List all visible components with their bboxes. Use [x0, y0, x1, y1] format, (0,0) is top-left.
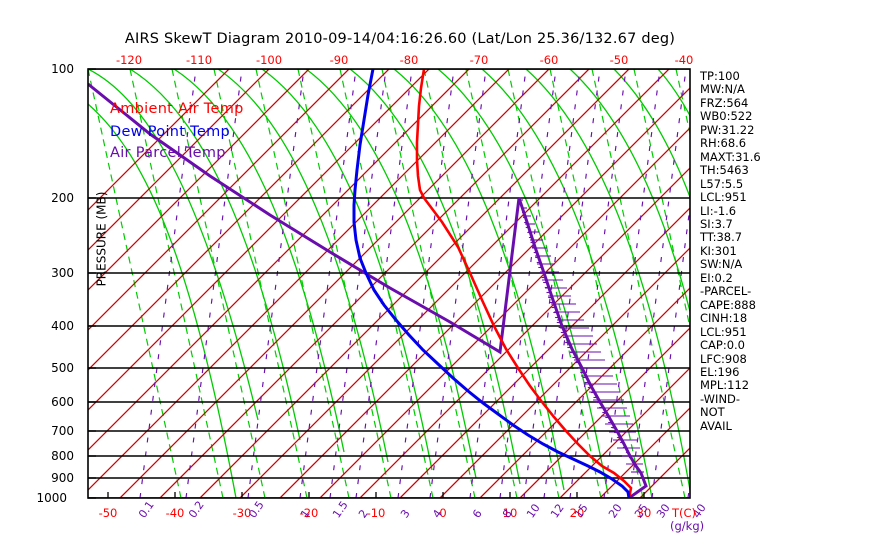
top-temp-tick--50: -50	[609, 53, 629, 67]
legend-dew-point-temp: Dew Point Temp	[110, 124, 231, 140]
parcel-temp-curve-lower	[517, 197, 648, 498]
parcel-temp-curve	[88, 82, 521, 355]
temperature-tick-marks	[107, 492, 645, 498]
param-si: SI:3.7	[700, 216, 733, 231]
pressure-tick-200: 200	[51, 191, 74, 205]
param-wind-header: -WIND-	[700, 391, 741, 406]
param-ei: EI:0.2	[700, 270, 733, 285]
param-wind-not: NOT	[700, 405, 725, 420]
dewpoint-curve	[352, 69, 631, 498]
top-temp-tick--70: -70	[469, 53, 489, 67]
param-tp: TP:100	[700, 69, 740, 83]
y-axis-label: PRESSURE (MB)	[94, 191, 109, 287]
param-wind-avail: AVAIL	[700, 418, 732, 433]
param-l57: L57:5.5	[700, 176, 744, 191]
moist-adiabat-lines	[88, 69, 690, 498]
bottom-temp-tick--10: -10	[366, 506, 386, 520]
param-ki: KI:301	[700, 243, 737, 258]
mixing-ratio-axis-label: (g/kg)	[670, 519, 705, 533]
param-cinh: CINH:18	[700, 311, 748, 326]
bottom-temp-tick-30: 30	[636, 506, 652, 520]
ambient-temp-curve	[415, 69, 633, 498]
param-rh: RH:68.6	[700, 136, 747, 151]
sounding-parameters-panel: TP:100 MW:N/A FRZ:564 WB0:522 PW:31.22 R…	[700, 69, 820, 433]
bottom-temp-tick-20: 20	[569, 506, 585, 520]
param-cape: CAPE:888	[700, 297, 756, 312]
background-grid	[88, 69, 690, 498]
temperature-axis-label: T(C)	[672, 506, 697, 520]
pressure-tick-1000: 1000	[36, 491, 67, 505]
legend-ambient-air-temp: Ambient Air Temp	[110, 101, 244, 117]
pressure-tick-300: 300	[51, 266, 74, 280]
bottom-temp-tick--30: -30	[232, 506, 252, 520]
top-temp-tick--40: -40	[674, 53, 694, 67]
param-wb0: WB0:522	[700, 109, 753, 124]
param-frz: FRZ:564	[700, 95, 749, 110]
param-mpl: MPL:112	[700, 378, 750, 393]
top-temp-tick--90: -90	[329, 53, 349, 67]
pressure-tick-900: 900	[51, 471, 74, 485]
param-li: LI:-1.6	[700, 203, 737, 218]
param-lcl: LCL:951	[700, 190, 747, 205]
top-temp-tick--110: -110	[185, 53, 213, 67]
param-tt: TT:38.7	[700, 230, 743, 245]
param-parcel-lcl: LCL:951	[700, 324, 747, 339]
bottom-temp-tick-0: 0	[439, 506, 447, 520]
param-pw: PW:31.22	[700, 122, 755, 137]
pressure-tick-400: 400	[51, 319, 74, 333]
top-temp-tick--60: -60	[539, 53, 559, 67]
pressure-tick-800: 800	[51, 449, 74, 463]
top-temp-tick--120: -120	[115, 53, 143, 67]
plot-frame	[87, 68, 691, 499]
param-lfc: LFC:908	[700, 351, 747, 366]
param-mw: MW:N/A	[700, 82, 745, 97]
page-title: AIRS SkewT Diagram 2010-09-14/04:16:26.6…	[124, 31, 676, 47]
param-maxt: MAXT:31.6	[700, 149, 761, 164]
bottom-temp-tick--20: -20	[299, 506, 319, 520]
legend-air-parcel-temp: Air Parcel Temp	[110, 145, 226, 161]
bottom-temp-tick--50: -50	[98, 506, 118, 520]
param-el: EL:196	[700, 364, 740, 379]
param-parcel-header: -PARCEL-	[700, 284, 752, 299]
bottom-temp-tick-10: 10	[502, 506, 518, 520]
param-sw: SW:N/A	[700, 257, 743, 272]
pressure-tick-marks	[88, 68, 96, 499]
top-temp-tick--80: -80	[399, 53, 419, 67]
pressure-tick-600: 600	[51, 395, 74, 409]
param-th: TH:5463	[700, 163, 749, 178]
pressure-tick-500: 500	[51, 361, 74, 375]
param-cap: CAP:0.0	[700, 338, 745, 353]
bottom-temp-tick--40: -40	[165, 506, 185, 520]
pressure-tick-100: 100	[51, 62, 74, 76]
mixing-ratio-lines	[139, 69, 690, 498]
top-temp-tick--100: -100	[255, 53, 283, 67]
pressure-tick-700: 700	[51, 424, 74, 438]
